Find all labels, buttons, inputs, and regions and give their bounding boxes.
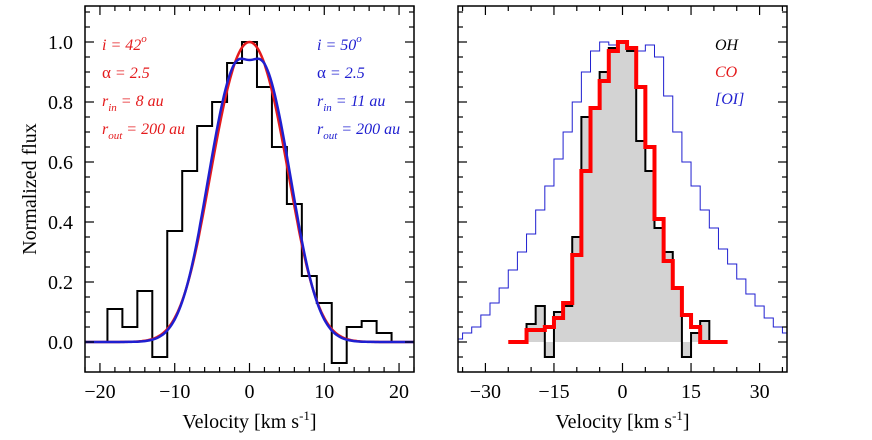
model-parameter-text: rout = 200 au <box>102 121 185 142</box>
model-parameter-text: i = 42o <box>102 33 147 54</box>
y-tick-label: 1.0 <box>48 32 73 54</box>
x-tick-label: 20 <box>389 381 409 403</box>
y-tick-label: 0.6 <box>48 152 73 174</box>
series-model-i-50 <box>85 57 414 344</box>
model-parameter-text: α = 2.5 <box>102 63 150 82</box>
plot-area <box>85 40 414 364</box>
left-panel: −20 −10 0 10 20 0.0 0.2 0.4 0.6 0.8 1.0 Velocity [k… <box>19 5 415 433</box>
x-tick-label: 15 <box>681 381 701 403</box>
x-tick-label: −20 <box>84 381 115 403</box>
x-tick-label: −10 <box>159 381 190 403</box>
x-tick-label: 0 <box>618 381 628 403</box>
x-axis-label: Velocity [km s-1] <box>555 408 689 433</box>
x-tick-label: 10 <box>314 381 334 403</box>
model-parameter-text: α = 2.5 <box>317 63 365 82</box>
plot-area <box>458 40 787 358</box>
legend-entry-oh: OH <box>715 37 740 54</box>
legend-entry-oi: [OI] <box>715 91 744 108</box>
model-parameter-text: rin = 8 au <box>102 93 164 114</box>
x-tick-label: 30 <box>750 381 770 403</box>
legend-entry-co: CO <box>715 64 738 81</box>
x-axis-label: Velocity [km s-1] <box>182 408 316 433</box>
x-tick-label: 0 <box>245 381 255 403</box>
x-tick-label: −15 <box>538 381 569 403</box>
y-tick-label: 0.8 <box>48 92 73 114</box>
y-tick-label: 0.2 <box>48 272 73 294</box>
y-axis-label: Normalized flux <box>19 123 41 255</box>
series-model-i-42 <box>85 40 414 344</box>
right-panel: −30 −15 0 15 30 Velocity [km s-1] OH CO [OI] <box>457 5 788 433</box>
model-parameter-text: rin = 11 au <box>317 93 385 114</box>
series-co <box>508 40 728 344</box>
y-tick-label: 0.4 <box>48 212 73 234</box>
series-observed <box>106 41 393 364</box>
y-tick-label: 0.0 <box>48 332 73 354</box>
x-tick-label: −30 <box>470 381 501 403</box>
model-parameter-text: rout = 200 au <box>317 121 400 142</box>
model-parameter-text: i = 50o <box>317 33 362 54</box>
